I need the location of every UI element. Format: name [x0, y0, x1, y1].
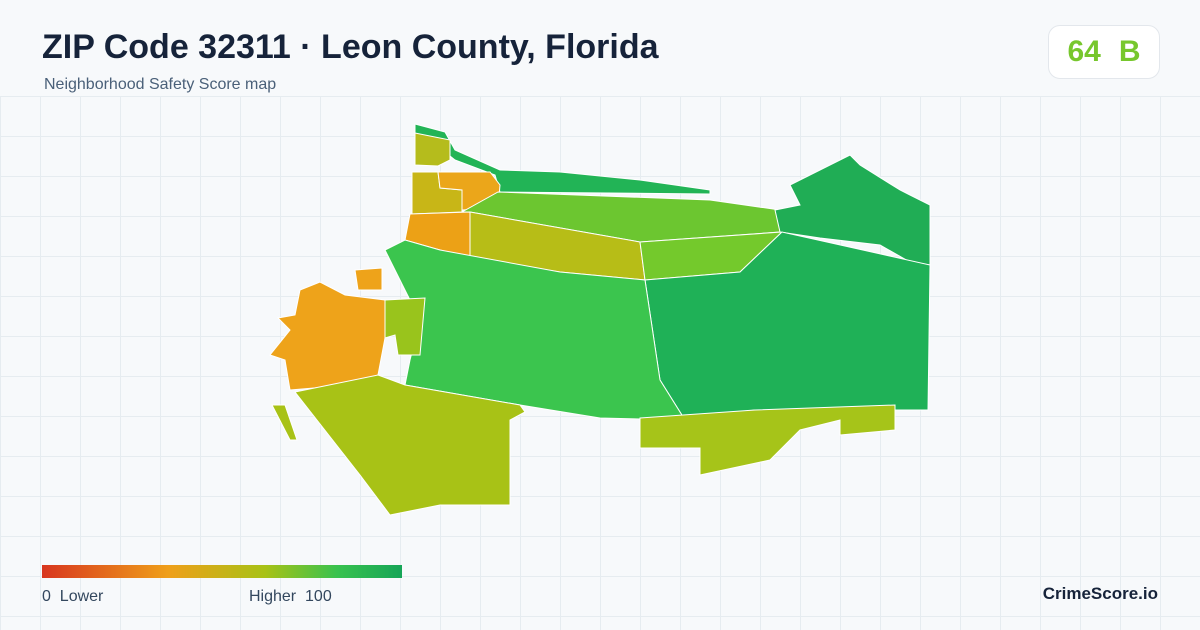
legend-gradient: [42, 565, 402, 578]
legend-max-value: 100: [305, 588, 332, 605]
area: [271, 404, 298, 441]
brand: CrimeScore.io: [1042, 584, 1158, 603]
area: [384, 297, 426, 356]
score: 64: [1067, 35, 1101, 68]
legend-max: Higher 100: [249, 588, 332, 606]
subtitle: Neighborhood Safety Score map: [44, 76, 277, 93]
legend-max-label: Higher: [249, 588, 297, 605]
title: ZIP Code 32311 · Leon County, Florida: [42, 28, 659, 66]
grade: B: [1118, 35, 1141, 68]
area: [354, 267, 383, 291]
area: [294, 374, 526, 516]
header: [0, 0, 1200, 96]
score-badge: 64 B: [1048, 25, 1160, 79]
legend-min: 0 Lower: [42, 588, 103, 606]
legend-min-value: 0: [42, 588, 51, 605]
area: [414, 132, 451, 167]
area: [639, 404, 896, 476]
area: [269, 281, 386, 391]
legend-min-label: Lower: [59, 588, 104, 605]
